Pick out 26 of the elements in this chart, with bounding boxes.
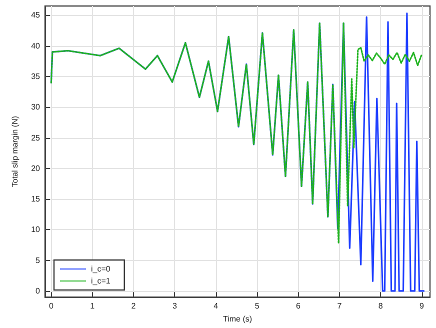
y-tick-label: 20 [31,164,41,173]
legend-label: i_c=1 [91,276,111,286]
x-tick-label: 8 [378,302,384,311]
x-tick-label: 4 [214,302,219,311]
x-tick-label: 7 [337,302,342,311]
x-tick-label: 1 [90,302,96,311]
x-tick-label: 0 [48,302,54,311]
y-tick-label: 10 [31,225,41,234]
y-tick-label: 35 [31,72,41,81]
line-series [50,12,425,292]
legend-label: i_c=0 [91,264,111,274]
y-tick-label: 40 [31,41,41,50]
y-tick-label: 5 [36,256,41,265]
y-tick-label: 25 [31,133,41,142]
y-tick-label: 45 [31,10,41,20]
y-axis-title: Total slip margin (N) [10,116,20,188]
x-tick-label: 9 [420,302,425,311]
x-axis-title: Time (s) [222,314,252,324]
x-tick-label: 3 [172,302,178,311]
y-tick-label: 0 [36,286,41,296]
x-tick-label: 2 [131,302,136,311]
x-tick-label: 5 [254,302,260,311]
y-tick-label: 15 [31,194,41,204]
line-series [50,22,423,244]
y-tick-label: 30 [31,102,41,112]
x-tick-label: 6 [296,302,302,311]
